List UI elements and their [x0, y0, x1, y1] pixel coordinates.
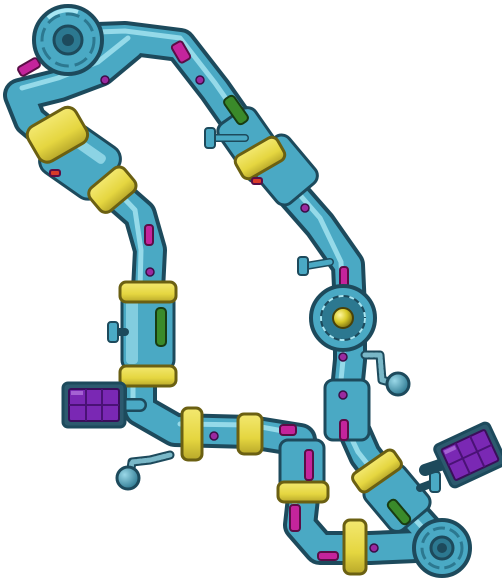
center-valve-wheel[interactable]: [309, 284, 377, 352]
collar-rings: [25, 105, 403, 576]
valve-knob-icon[interactable]: [416, 471, 441, 493]
purple-grid-panel-icon[interactable]: [433, 421, 502, 489]
green-indicators: [155, 94, 412, 526]
gear-hub-icon[interactable]: [412, 518, 472, 578]
valve-knob-icon[interactable]: [360, 350, 411, 397]
magenta-indicators: [17, 40, 349, 561]
valve-knob-icon[interactable]: [297, 256, 334, 276]
valve-knob-icon[interactable]: [204, 127, 249, 149]
bolt-dots: [100, 75, 379, 553]
gear-hub-icon[interactable]: [32, 4, 104, 76]
purple-grid-panel-icon[interactable]: [61, 381, 127, 429]
valve-knob-icon[interactable]: [107, 321, 129, 343]
brass-ball-icon: [332, 307, 354, 329]
valve-knob-icon[interactable]: [115, 450, 175, 491]
